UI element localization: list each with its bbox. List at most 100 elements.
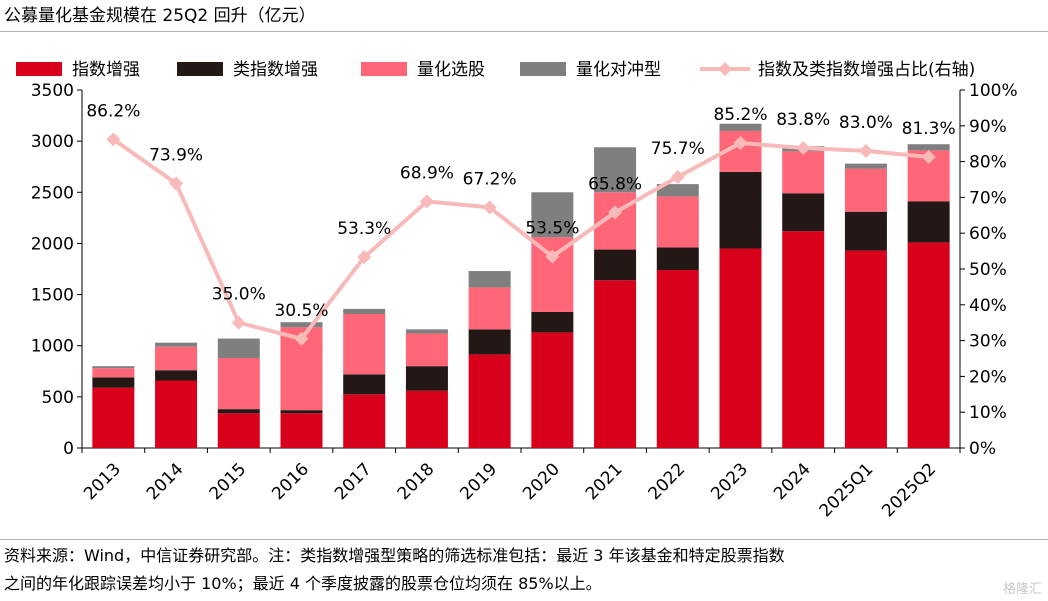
x-tick-label: 2021 xyxy=(582,459,627,504)
bar-segment xyxy=(907,201,950,243)
bar-segment xyxy=(719,123,762,131)
right-tick-label: 90% xyxy=(969,117,1007,137)
bar-segment xyxy=(217,357,260,410)
right-tick-label: 0% xyxy=(969,439,996,459)
left-tick-label: 3000 xyxy=(31,132,74,152)
legend-item: 量化选股 xyxy=(361,60,485,80)
right-tick-label: 50% xyxy=(969,260,1007,280)
left-tick-label: 500 xyxy=(42,388,74,408)
bar-segment xyxy=(531,332,574,448)
bar-segment xyxy=(92,368,135,378)
bar-segment xyxy=(656,270,699,448)
bar-segment xyxy=(719,248,762,448)
legend-label: 量化选股 xyxy=(417,60,485,80)
ratio-data-label: 53.3% xyxy=(337,219,391,239)
ratio-point xyxy=(921,149,936,164)
ratio-polyline xyxy=(112,137,929,341)
bar-segment xyxy=(92,377,135,388)
ratio-point xyxy=(796,140,811,155)
bar-segment xyxy=(405,390,448,448)
right-tick-label: 10% xyxy=(969,403,1007,423)
legend-label: 指数增强 xyxy=(72,60,140,80)
chart-legend: 指数增强 类指数增强 量化选股 量化对冲型 指数及类指数增强占比(右轴) xyxy=(16,60,975,80)
legend-label: 指数及类指数增强占比(右轴) xyxy=(758,60,975,80)
bar-segment xyxy=(907,242,950,448)
bottom-rule xyxy=(0,539,1048,540)
x-tick-labels: 2013 2014 2015 2016 2017 2018 2019 2020 2021 2022… xyxy=(80,459,940,521)
ratio-data-label: 75.7% xyxy=(651,139,705,159)
left-tick-label: 1500 xyxy=(31,286,74,306)
bar-segment xyxy=(782,193,825,232)
ratio-point xyxy=(294,331,309,346)
right-tick-label: 20% xyxy=(969,367,1007,387)
right-tick-label: 70% xyxy=(969,188,1007,208)
legend-swatch xyxy=(520,62,566,76)
bar-segment xyxy=(844,163,887,169)
bar-segment xyxy=(468,329,511,355)
bar-segment xyxy=(217,413,260,448)
legend-label: 量化对冲型 xyxy=(576,60,661,80)
ratio-data-label: 86.2% xyxy=(86,101,140,121)
x-tick-label: 2014 xyxy=(143,459,188,504)
bar-segment xyxy=(468,271,511,288)
legend-item: 类指数增强 xyxy=(177,60,318,80)
chart: 指数增强 类指数增强 量化选股 量化对冲型 指数及类指数增强占比(右轴) 0 500 100… xyxy=(16,60,1018,521)
legend-swatch xyxy=(361,62,407,76)
left-tick-label: 2000 xyxy=(31,234,74,254)
bar-segment xyxy=(468,354,511,448)
x-tick-label: 2025Q2 xyxy=(878,459,940,521)
ratio-point xyxy=(670,169,685,184)
ratio-point xyxy=(858,143,873,158)
bar-segment xyxy=(343,308,386,315)
x-tick-label: 2023 xyxy=(707,459,752,504)
bar-segment xyxy=(155,370,198,381)
bar-segment xyxy=(782,231,825,448)
bar-segment xyxy=(531,192,574,238)
ratio-data-label: 83.8% xyxy=(776,110,830,130)
ratio-data-label: 73.9% xyxy=(149,145,203,165)
bar-segment xyxy=(782,151,825,194)
x-tick-label: 2022 xyxy=(645,459,690,504)
bar-segment xyxy=(656,196,699,248)
ratio-point xyxy=(419,194,434,209)
ratio-line: 86.2% 73.9% 35.0% 30.5% 53.3% 68.9% 67.2% 53.5%… xyxy=(86,101,956,346)
legend-item: 指数及类指数增强占比(右轴) xyxy=(700,60,975,80)
bar-segment xyxy=(656,184,699,197)
right-tick-label: 40% xyxy=(969,296,1007,316)
left-tick-label: 0 xyxy=(63,439,74,459)
right-tick-label: 60% xyxy=(969,224,1007,244)
bar-segment xyxy=(531,311,574,333)
bar-segment xyxy=(468,287,511,330)
ratio-data-label: 85.2% xyxy=(713,105,767,125)
bar-segment xyxy=(343,394,386,448)
source-note-line-2: 之间的年化跟踪误差均小于 10%；最近 4 个季度披露的股票仓位均须在 85%以… xyxy=(4,574,602,593)
x-tick-label: 2013 xyxy=(80,459,125,504)
top-rule xyxy=(0,31,1048,32)
bar-segment xyxy=(343,314,386,375)
bar-segment xyxy=(280,410,323,414)
x-tick-label: 2015 xyxy=(206,459,251,504)
bar-segment xyxy=(594,249,637,281)
legend-label: 类指数增强 xyxy=(233,60,318,80)
bar-segment xyxy=(594,280,637,448)
bar-segment xyxy=(155,342,198,347)
ratio-data-label: 68.9% xyxy=(400,163,454,183)
x-tick-label: 2024 xyxy=(770,459,815,504)
bar-segment xyxy=(844,211,887,251)
x-tick-label: 2020 xyxy=(519,459,564,504)
bar-segment xyxy=(92,366,135,369)
x-tick-label: 2018 xyxy=(394,459,439,504)
bar-segment xyxy=(217,338,260,358)
legend-item: 指数增强 xyxy=(16,60,140,80)
bar-segment xyxy=(907,144,950,151)
source-note: 资料来源：Wind，中信证券研究部。注：类指数增强型策略的筛选标准包括：最近 3… xyxy=(4,542,1044,598)
ratio-data-label: 67.2% xyxy=(463,169,517,189)
bar-segment xyxy=(343,374,386,395)
bar-segment xyxy=(844,250,887,448)
bar-segment xyxy=(405,329,448,334)
bar-segment xyxy=(92,387,135,448)
ratio-point xyxy=(545,249,560,264)
bar-segment xyxy=(217,409,260,414)
ratio-data-label: 83.0% xyxy=(839,113,893,133)
ratio-point xyxy=(733,135,748,150)
